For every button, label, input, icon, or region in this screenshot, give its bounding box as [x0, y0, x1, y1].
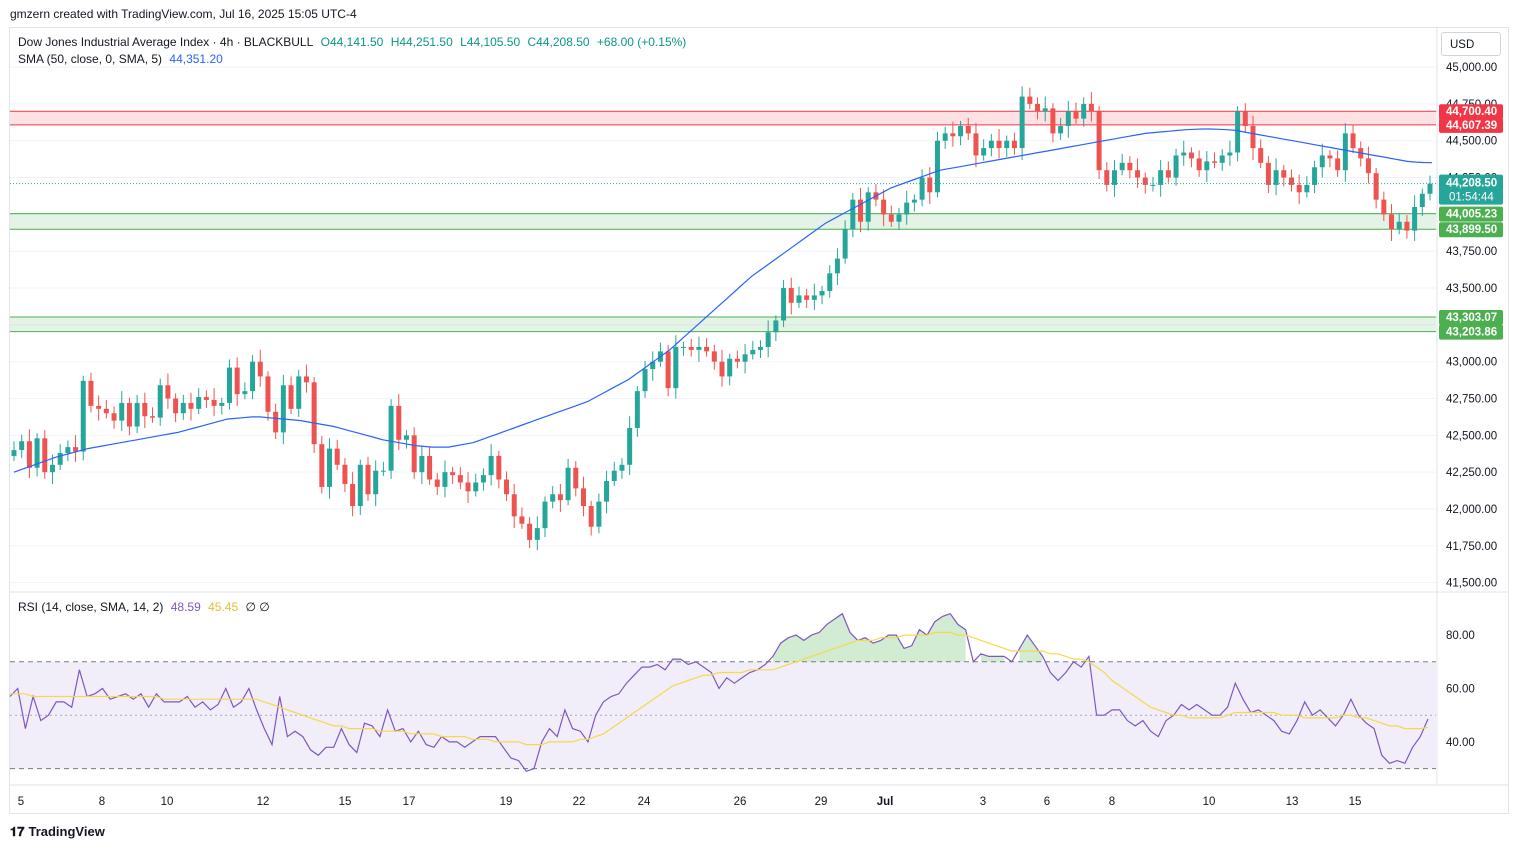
sma-legend[interactable]: SMA (50, close, 0, SMA, 5) 44,351.20: [18, 52, 227, 66]
low-value: L44,105.50: [460, 35, 521, 49]
tv-icon: 𝟏𝟕: [10, 824, 25, 839]
sma-label: SMA (50, close, 0, SMA, 5): [18, 52, 163, 66]
rsi-ma-value: 45.45: [208, 600, 239, 614]
high-value: H44,251.50: [390, 35, 453, 49]
rsi-extra: ∅ ∅: [245, 600, 270, 614]
chart-frame: [9, 27, 1509, 814]
symbol-title[interactable]: Dow Jones Industrial Average Index · 4h …: [18, 35, 314, 49]
rsi-value: 48.59: [170, 600, 201, 614]
tradingview-logo: 𝟏𝟕 TradingView: [10, 824, 105, 840]
price-legend: Dow Jones Industrial Average Index · 4h …: [18, 35, 690, 49]
currency-button[interactable]: USD: [1441, 32, 1501, 56]
attribution: gmzern created with TradingView.com, Jul…: [10, 7, 357, 21]
open-value: O44,141.50: [320, 35, 384, 49]
sma-value: 44,351.20: [169, 52, 223, 66]
rsi-legend[interactable]: RSI (14, close, SMA, 14, 2) 48.59 45.45 …: [18, 600, 274, 614]
tv-brand: TradingView: [28, 824, 105, 839]
close-value: C44,208.50: [527, 35, 590, 49]
rsi-label: RSI (14, close, SMA, 14, 2): [18, 600, 164, 614]
change-value: +68.00 (+0.15%): [596, 35, 687, 49]
